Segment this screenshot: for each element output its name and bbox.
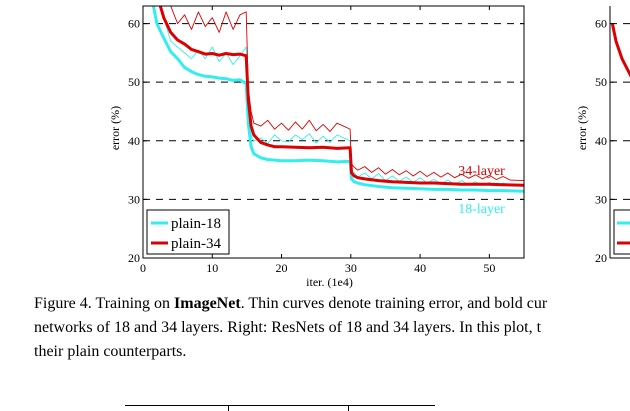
legend-label: plain-34 <box>171 236 221 252</box>
table-top-rule <box>125 405 435 406</box>
series-line-plain-18-training <box>159 6 524 187</box>
figure-caption: Figure 4. Training on ImageNet. Thin cur… <box>34 292 630 364</box>
x-tick-label: 20 <box>276 261 288 275</box>
x-tick-label: 50 <box>483 261 495 275</box>
table-column-divider <box>228 405 229 411</box>
caption-bold-term: ImageNet <box>174 295 241 312</box>
y-tick-label: 60 <box>595 17 607 31</box>
caption-line-1-rest: . Thin curves denote training error, and… <box>240 295 548 312</box>
legend-box-fragment <box>613 209 630 255</box>
y-tick-label: 50 <box>128 75 140 89</box>
legend-label: plain-18 <box>171 216 221 232</box>
caption-line-3: their plain counterparts. <box>34 343 187 360</box>
x-axis-label: iter. (1e4) <box>306 275 353 289</box>
y-tick-label: 40 <box>128 134 140 148</box>
plot-right-cropped: 20 30 40 50 60 error (%) <box>575 6 630 265</box>
x-tick-label: 30 <box>345 261 357 275</box>
y-axis-label: error (%) <box>575 106 589 150</box>
y-axis-label: error (%) <box>108 106 122 150</box>
y-tick-label: 30 <box>595 192 607 206</box>
plot-left: 0 10 20 30 40 50 20 30 40 50 60 iter. (1e4) error (%… <box>108 5 525 289</box>
y-tick-label: 20 <box>595 251 607 265</box>
table-column-divider <box>348 405 349 411</box>
y-tick-label: 30 <box>128 192 140 206</box>
table-top-fragment <box>0 395 630 411</box>
plot-frame <box>142 5 525 259</box>
series-annotation: 18-layer <box>458 202 505 217</box>
y-tick-label: 20 <box>128 251 140 265</box>
x-tick-label: 0 <box>140 261 146 275</box>
series-line-plain-34 <box>158 6 524 187</box>
x-tick-label: 40 <box>414 261 426 275</box>
y-tick-label: 40 <box>595 134 607 148</box>
y-tick-label: 60 <box>128 17 140 31</box>
series-annotation: 34-layer <box>458 164 505 179</box>
legend-box <box>146 209 230 255</box>
series-line-right <box>610 23 630 78</box>
caption-line-2: networks of 18 and 34 layers. Right: Res… <box>34 319 542 336</box>
legend: plain-18 plain-34 <box>146 209 230 255</box>
caption-prefix: Figure 4. Training on <box>34 295 175 312</box>
x-tick-label: 10 <box>206 261 218 275</box>
caption-line-1: Figure 4. Training on ImageNet. Thin cur… <box>34 292 630 316</box>
series-line-plain-34-training <box>170 6 524 182</box>
series-line-plain-18 <box>151 6 524 193</box>
y-tick-label: 50 <box>595 75 607 89</box>
